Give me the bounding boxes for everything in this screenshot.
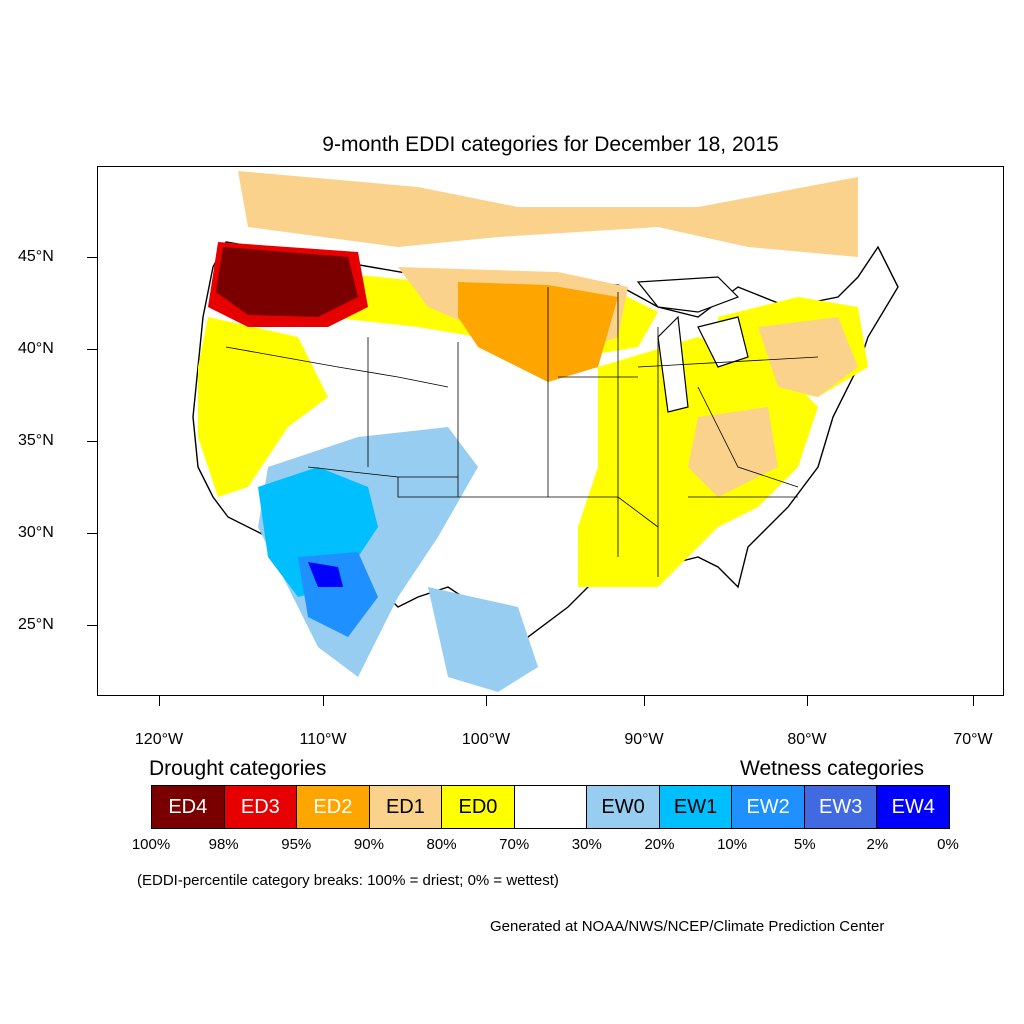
lat-label-30: 30°N bbox=[18, 524, 54, 541]
ew4-region-sonora bbox=[308, 562, 343, 587]
break-label: 98% bbox=[208, 836, 239, 853]
legend-box-ed0: ED0 bbox=[442, 786, 515, 828]
lon-tick bbox=[159, 696, 160, 706]
legend-box-ed4: ED4 bbox=[152, 786, 225, 828]
lat-tick bbox=[87, 441, 97, 442]
category-note: (EDDI-percentile category breaks: 100% =… bbox=[137, 872, 559, 889]
lat-label-25: 25°N bbox=[18, 616, 54, 633]
break-label: 10% bbox=[717, 836, 748, 853]
ed1-region-northeast bbox=[758, 317, 858, 397]
break-label: 5% bbox=[793, 836, 816, 853]
lon-label-120: 120°W bbox=[134, 731, 184, 748]
lat-label-45: 45°N bbox=[18, 248, 54, 265]
lat-tick bbox=[87, 257, 97, 258]
state-borders bbox=[225, 287, 819, 577]
lon-label-100: 100°W bbox=[461, 731, 511, 748]
lon-tick bbox=[486, 696, 487, 706]
legend-box-ed1: ED1 bbox=[369, 786, 443, 828]
great-lakes bbox=[636, 276, 749, 413]
legend-box-ew2: EW2 bbox=[732, 786, 805, 828]
lon-tick bbox=[644, 696, 645, 706]
ed4-region-pnw bbox=[216, 247, 358, 317]
eddi-map bbox=[97, 166, 1004, 696]
lon-tick bbox=[323, 696, 324, 706]
break-label: 20% bbox=[644, 836, 675, 853]
lat-tick bbox=[87, 533, 97, 534]
lat-label-40: 40°N bbox=[18, 340, 54, 357]
legend-box-ew4: EW4 bbox=[877, 786, 950, 828]
legend-box-ed3: ED3 bbox=[224, 786, 298, 828]
lon-label-90: 90°W bbox=[624, 731, 664, 748]
category-legend: ED4 ED3 ED2 ED1 ED0 EW0 EW1 EW2 EW3 EW4 bbox=[151, 785, 950, 829]
map-title: 9-month EDDI categories for December 18,… bbox=[322, 133, 779, 156]
us-map-svg bbox=[192, 171, 899, 692]
break-label: 95% bbox=[281, 836, 312, 853]
lat-label-35: 35°N bbox=[18, 432, 54, 449]
wetness-categories-heading: Wetness categories bbox=[740, 757, 925, 780]
lon-tick bbox=[973, 696, 974, 706]
lat-tick bbox=[87, 349, 97, 350]
break-label: 80% bbox=[426, 836, 457, 853]
break-label: 0% bbox=[937, 836, 959, 853]
credit-line: Generated at NOAA/NWS/NCEP/Climate Predi… bbox=[490, 918, 885, 935]
drought-categories-heading: Drought categories bbox=[149, 757, 327, 780]
break-label: 2% bbox=[866, 836, 889, 853]
break-label: 100% bbox=[131, 836, 171, 853]
legend-box-ew3: EW3 bbox=[804, 786, 878, 828]
legend-box-ew1: EW1 bbox=[659, 786, 733, 828]
ew0-region-texas bbox=[428, 587, 538, 692]
lon-label-110: 110°W bbox=[299, 731, 347, 748]
break-label: 90% bbox=[353, 836, 384, 853]
ed0-region-west bbox=[198, 317, 328, 497]
lat-tick bbox=[87, 625, 97, 626]
ed2-region-dakotas bbox=[458, 282, 618, 382]
legend-box-neutral bbox=[514, 786, 588, 828]
lon-tick bbox=[807, 696, 808, 706]
break-label: 30% bbox=[571, 836, 602, 853]
lon-label-80: 80°W bbox=[787, 731, 827, 748]
ed1-region-tennessee bbox=[688, 407, 778, 497]
legend-box-ed2: ED2 bbox=[297, 786, 370, 828]
canada-fringe-region bbox=[238, 171, 858, 257]
legend-box-ew0: EW0 bbox=[587, 786, 660, 828]
lon-label-70: 70°W bbox=[953, 731, 993, 748]
break-label: 70% bbox=[499, 836, 530, 853]
